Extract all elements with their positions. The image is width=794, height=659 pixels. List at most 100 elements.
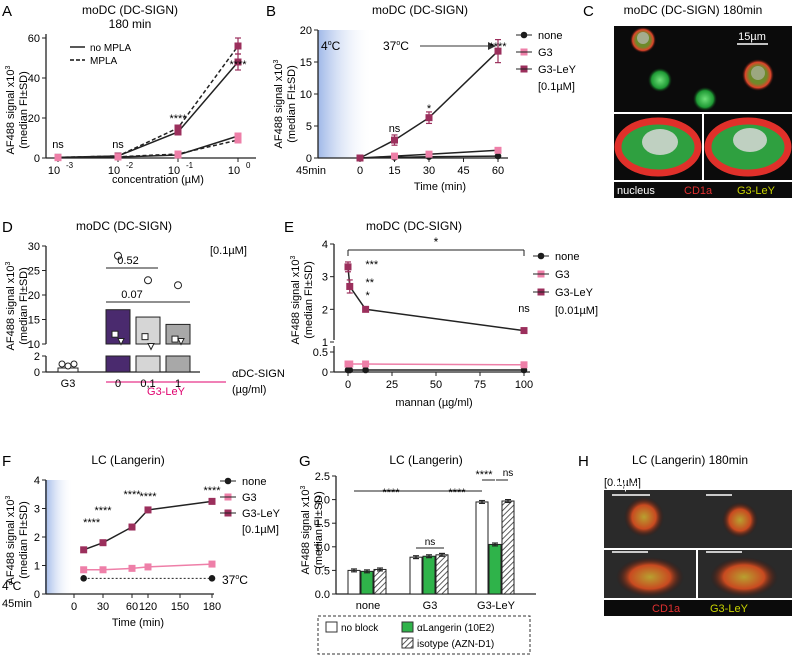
panel-f-cold-region bbox=[45, 480, 73, 594]
cell bbox=[722, 502, 758, 538]
panel-a-ytick-label: 60 bbox=[28, 33, 40, 45]
panel-a-point bbox=[234, 136, 242, 144]
panel-e-ytick-label: 0.5 bbox=[313, 347, 328, 359]
panel-c-micrograph: 15µm nucleus CD1a G3-LeY bbox=[614, 26, 792, 198]
cell-nucleus bbox=[637, 32, 649, 44]
panel-d-ytick-label: 25 bbox=[28, 266, 40, 278]
panel-e-point bbox=[520, 366, 528, 374]
panel-e-point bbox=[346, 366, 354, 374]
panel-a-series-line bbox=[57, 135, 239, 159]
panel-d-ylabel-1: AF488 signal x103 bbox=[5, 261, 17, 350]
cell-zoom-membrane bbox=[704, 117, 792, 177]
panel-f-xtick-label: 30 bbox=[97, 601, 109, 613]
panel-f-xtick-label: 0 bbox=[71, 601, 77, 613]
panel-h-label-cd1a: CD1a bbox=[652, 603, 681, 615]
panel-e-legend-label: none bbox=[555, 251, 579, 263]
panel-b-xtick-label: 15 bbox=[388, 165, 400, 177]
panel-letter-f: F bbox=[2, 453, 11, 470]
panel-c-label-cd1a: CD1a bbox=[684, 185, 713, 197]
panel-b-xtick-label: 0 bbox=[357, 165, 363, 177]
panel-g-ytick-label: 2.0 bbox=[315, 495, 330, 507]
panel-b-left-label: 45min bbox=[296, 165, 326, 177]
panel-b-title: moDC (DC-SIGN) bbox=[372, 3, 468, 17]
panel-c-title: moDC (DC-SIGN) 180min bbox=[624, 3, 763, 17]
panel-b-ytick-label: 20 bbox=[300, 25, 312, 37]
panel-d-ytick-label: 30 bbox=[28, 241, 40, 253]
panel-f-ylabel-1: AF488 signal x103 bbox=[5, 495, 17, 584]
legend-label-mpla: MPLA bbox=[90, 56, 118, 67]
panel-a-point bbox=[174, 150, 182, 158]
panel-d-point bbox=[171, 335, 179, 343]
panel-a-title-2: 180 min bbox=[109, 17, 152, 31]
panel-a-point bbox=[174, 128, 182, 136]
panel-a-xtick-label: 10 bbox=[108, 165, 120, 177]
panel-d-title: moDC (DC-SIGN) bbox=[76, 219, 172, 233]
panel-b-ytick-label: 10 bbox=[300, 89, 312, 101]
panel-letter-b: B bbox=[266, 3, 276, 20]
panel-f-point bbox=[80, 546, 88, 554]
panel-e-ytick-label: 1 bbox=[322, 337, 328, 349]
panel-f-point bbox=[128, 523, 136, 531]
panel-d-ytick-label: 15 bbox=[28, 315, 40, 327]
panel-d-xtick-label: 0 bbox=[115, 378, 121, 390]
panel-d-bar-low bbox=[105, 355, 131, 373]
panel-a-annotation: **** bbox=[229, 59, 247, 71]
panel-d-bar-low bbox=[135, 355, 161, 373]
panel-e-ylabel-1: AF488 signal x103 bbox=[290, 255, 302, 344]
panel-d-ylabel-2: (median FI±SD) bbox=[18, 267, 30, 345]
panel-d-point bbox=[114, 251, 122, 260]
panel-a-xtick-exp: -3 bbox=[66, 161, 74, 170]
panel-a-xtick-exp: 0 bbox=[246, 161, 251, 170]
panel-e-xtick-label: 75 bbox=[474, 379, 486, 391]
panel-e-legend-label: G3-LeY bbox=[555, 287, 594, 299]
panel-g-ytick-label: 2.5 bbox=[315, 471, 330, 483]
cell-zoom-nucleus bbox=[642, 129, 678, 155]
panel-f-title: LC (Langerin) bbox=[91, 453, 164, 467]
panel-e-annotation: * bbox=[434, 235, 439, 249]
panel-a-ylabel-2: (median FI±SD) bbox=[18, 71, 30, 149]
panel-d-point bbox=[111, 330, 119, 338]
panel-b-ylabel-2: (median FI±SD) bbox=[286, 65, 298, 143]
panel-a-title-1: moDC (DC-SIGN) bbox=[82, 3, 178, 17]
panel-f-xlabel: Time (min) bbox=[112, 617, 164, 629]
panel-d-xtick-label: 0,1 bbox=[140, 378, 155, 390]
panel-g-bar bbox=[373, 568, 387, 595]
panel-b-cold-region bbox=[318, 30, 373, 158]
panel-b-point bbox=[494, 152, 502, 160]
panel-a-series-line bbox=[57, 45, 239, 159]
panel-f-ytick-label: 0 bbox=[34, 589, 40, 601]
panel-g-ytick-label: 1.0 bbox=[315, 542, 330, 554]
panel-e-point bbox=[362, 366, 369, 374]
panel-a-ytick-label: 20 bbox=[28, 113, 40, 125]
panel-a-point bbox=[174, 124, 182, 132]
panel-d-xaxis-label-1: αDC-SIGN bbox=[232, 368, 285, 380]
panel-e-ytick-label: 2 bbox=[322, 304, 328, 316]
panel-f-legend-label: G3 bbox=[242, 492, 257, 504]
panel-b-ytick-label: 5 bbox=[306, 121, 312, 133]
panel-b-xtick-label: 60 bbox=[492, 165, 504, 177]
panel-f-annotation: **** bbox=[123, 489, 141, 501]
panel-letter-e: E bbox=[284, 219, 294, 236]
panel-b-legend-label: G3-LeY bbox=[538, 64, 577, 76]
panel-d-bar-low bbox=[165, 355, 191, 373]
panel-a-xlabel: concentration (µM) bbox=[112, 174, 204, 186]
panel-b-point bbox=[494, 146, 502, 154]
legend-swatch-isotype bbox=[401, 637, 414, 649]
panel-e-annotation: ns bbox=[518, 303, 530, 315]
legend-label-isotype: isotype (AZN-D1) bbox=[417, 639, 494, 650]
panel-b-ytick-label: 0 bbox=[306, 153, 312, 165]
panel-a-point bbox=[114, 153, 122, 161]
panel-g-annotation: **** bbox=[475, 469, 493, 481]
panel-f-xtick-label: 180 bbox=[203, 601, 221, 613]
panel-a-annotation: **** bbox=[169, 113, 187, 125]
panel-d-ytick-label: 20 bbox=[28, 290, 40, 302]
panel-f-point bbox=[80, 575, 87, 582]
panel-g-bar bbox=[435, 554, 449, 595]
panel-f-point bbox=[208, 560, 216, 568]
panel-h-title: LC (Langerin) 180min bbox=[632, 453, 748, 467]
panel-g-ytick-label: 1.5 bbox=[315, 518, 330, 530]
panel-b-point bbox=[356, 154, 364, 162]
panel-e-point bbox=[520, 327, 528, 335]
panel-g-bar bbox=[360, 570, 374, 595]
panel-letter-h: H bbox=[578, 453, 589, 470]
